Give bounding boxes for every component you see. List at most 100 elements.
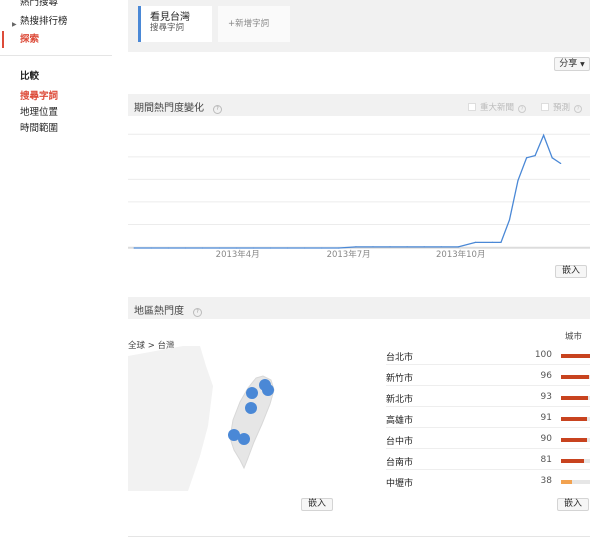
data-point [338, 247, 340, 249]
data-point [440, 246, 442, 248]
data-point [372, 246, 374, 248]
bottom-divider [128, 536, 590, 537]
x-tick-label: 2013年7月 [327, 249, 371, 260]
chart-grid [128, 133, 590, 248]
region-bar [561, 459, 585, 463]
embed-map-button[interactable]: 嵌入 [301, 498, 333, 511]
data-point [304, 247, 306, 249]
row-divider [386, 364, 590, 365]
map-markers [228, 379, 274, 445]
data-point [491, 241, 494, 243]
region-breadcrumb[interactable]: 全球 > 台灣 [128, 341, 175, 351]
data-point [133, 247, 135, 249]
series-line [134, 133, 562, 249]
map-background-land [128, 346, 213, 491]
data-point [406, 246, 408, 248]
regional-interest-title-wrap: 地區熱門度? [134, 302, 202, 317]
row-divider [386, 385, 590, 386]
sidebar-item-explore[interactable]: 探索 [20, 34, 40, 45]
help-icon[interactable]: ? [193, 308, 202, 317]
region-bar [561, 417, 588, 421]
region-value: 96 [540, 371, 552, 381]
embed-regions-button[interactable]: 嵌入 [557, 498, 589, 511]
region-map[interactable] [128, 346, 373, 491]
interest-over-time-title-wrap: 期間熱門度變化? [134, 99, 222, 114]
share-button[interactable]: 分享 ▼ [554, 57, 590, 71]
chevron-down-icon: ▼ [580, 61, 585, 68]
region-bar-track [561, 480, 590, 484]
share-label: 分享 [559, 59, 578, 69]
forecast-checkbox[interactable] [541, 103, 549, 111]
search-term-type: 搜尋字詞 [150, 23, 185, 33]
help-icon[interactable]: ? [574, 105, 583, 113]
data-point [235, 247, 238, 249]
region-bar [561, 354, 590, 358]
compare-item-locations[interactable]: 地理位置 [20, 107, 59, 118]
add-term-button[interactable]: +新增字詞 [218, 6, 290, 42]
region-bar [561, 396, 588, 400]
data-point [355, 246, 357, 248]
data-point [457, 246, 459, 248]
region-name: 中壢市 [386, 479, 414, 489]
news-label: 重大新聞 [480, 103, 515, 113]
x-tick-label: 2013年10月 [436, 249, 485, 260]
city-marker[interactable] [228, 429, 240, 441]
data-point [287, 247, 289, 249]
region-bar-track [561, 354, 590, 358]
forecast-label: 預測 [553, 103, 571, 113]
help-icon[interactable]: ? [518, 105, 527, 113]
region-name: 高雄市 [386, 416, 414, 426]
row-divider [386, 427, 590, 428]
data-point [167, 247, 169, 249]
region-bar [561, 480, 573, 484]
data-point [525, 157, 528, 159]
data-point [389, 246, 391, 248]
compare-item-search-terms[interactable]: 搜尋字詞 [20, 91, 59, 102]
regional-interest-header: 地區熱門度? [128, 297, 590, 319]
data-point [517, 179, 519, 181]
data-point [201, 247, 203, 249]
sidebar-item-top-charts[interactable]: 熱搜排行榜 [20, 16, 68, 27]
cities-column-header[interactable]: 城市 [565, 332, 583, 342]
data-point [508, 219, 511, 221]
help-icon[interactable]: ? [213, 105, 222, 114]
city-marker[interactable] [245, 402, 257, 414]
sidebar-divider [0, 55, 112, 56]
forecast-option[interactable]: 預測? [541, 101, 583, 113]
city-marker[interactable] [262, 384, 274, 396]
interest-over-time-title: 期間熱門度變化 [134, 103, 204, 114]
search-term-name: 看見台灣 [150, 12, 190, 23]
embed-chart-button[interactable]: 嵌入 [555, 265, 587, 278]
region-value: 90 [540, 434, 552, 444]
region-value: 93 [540, 392, 552, 402]
data-point [551, 157, 553, 159]
sidebar-item-hot-searches[interactable]: 熱門搜尋 [20, 0, 59, 8]
x-tick-label: 2013年4月 [216, 249, 260, 260]
interest-chart: 2013年4月 2013年7月 2013年10月 [128, 133, 590, 260]
compare-heading: 比較 [20, 71, 40, 82]
data-point [534, 154, 536, 157]
data-point [560, 162, 562, 165]
region-bar-track [561, 438, 590, 442]
expand-arrow-icon[interactable]: ▶ [12, 21, 17, 28]
region-name: 台中市 [386, 437, 414, 447]
city-marker[interactable] [246, 387, 258, 399]
compare-item-time-ranges[interactable]: 時間範圍 [20, 123, 59, 134]
series-points [133, 134, 562, 249]
region-name: 新竹市 [386, 374, 414, 384]
region-bar-track [561, 396, 590, 400]
taiwan-shape [229, 375, 275, 470]
data-point [500, 241, 502, 243]
news-headlines-option[interactable]: 重大新聞? [468, 101, 527, 113]
region-value: 81 [540, 455, 552, 465]
region-name: 台南市 [386, 458, 414, 468]
data-point [270, 247, 272, 249]
region-bar [561, 375, 589, 379]
row-divider [386, 469, 590, 470]
data-point [321, 247, 323, 249]
region-bar-track [561, 375, 590, 379]
news-checkbox[interactable] [468, 103, 476, 111]
city-marker[interactable] [238, 433, 250, 445]
search-term-card[interactable]: 看見台灣 搜尋字詞 [138, 6, 212, 42]
region-bar-track [561, 417, 590, 421]
